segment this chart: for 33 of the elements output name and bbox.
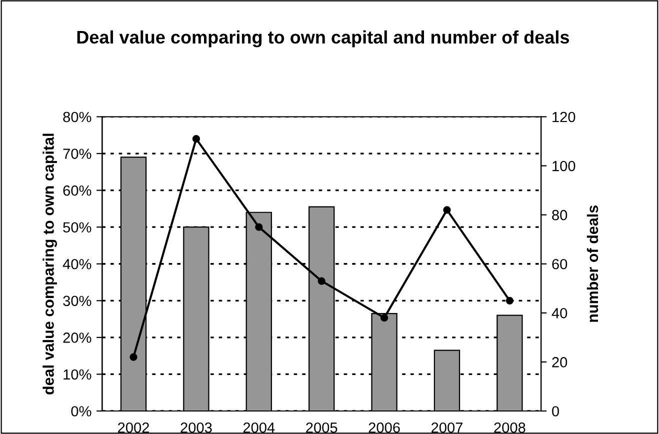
y-tick-label: 60% — [63, 185, 92, 196]
y2-tick-label: 40 — [552, 308, 568, 318]
y-tick-label: 0% — [71, 406, 92, 416]
x-tick-label: 2008 — [494, 422, 526, 433]
y-axis-title: deal value comparing to own capital — [42, 134, 57, 394]
y-tick-label: 50% — [63, 222, 92, 233]
point — [380, 314, 388, 322]
y-tick-label: 30% — [63, 296, 92, 306]
y2-tick-label: 0 — [552, 406, 559, 416]
y2-tick-label: 20 — [552, 357, 568, 368]
y-tick-label: 10% — [64, 369, 92, 380]
x-tick-label: 2006 — [368, 422, 400, 433]
y-tick-label: 80% — [63, 112, 92, 122]
point — [506, 296, 514, 304]
x-tick-label: 2007 — [432, 422, 462, 433]
x-tick-label: 2005 — [306, 422, 338, 433]
y2-axis-title: number of deals — [586, 205, 598, 322]
x-tick-label: 2004 — [243, 422, 275, 433]
y-tick-label: 70% — [63, 148, 92, 159]
y-tick-label: 40% — [62, 258, 92, 270]
y2-tick-label: 120 — [552, 112, 576, 122]
point — [255, 223, 263, 231]
point — [318, 277, 326, 285]
y2-tick-label: 100 — [552, 160, 576, 172]
y2-tick-label: 80 — [552, 210, 568, 220]
point — [192, 134, 200, 143]
point — [130, 353, 138, 361]
y-tick-label: 20% — [63, 332, 92, 343]
y2-tick-label: 60 — [552, 258, 568, 270]
x-tick-label: 2002 — [118, 422, 149, 433]
point — [443, 206, 451, 214]
chart-title: Deal value comparing to own capital and number of deals — [77, 30, 569, 48]
x-tick-label: 2003 — [180, 422, 212, 433]
